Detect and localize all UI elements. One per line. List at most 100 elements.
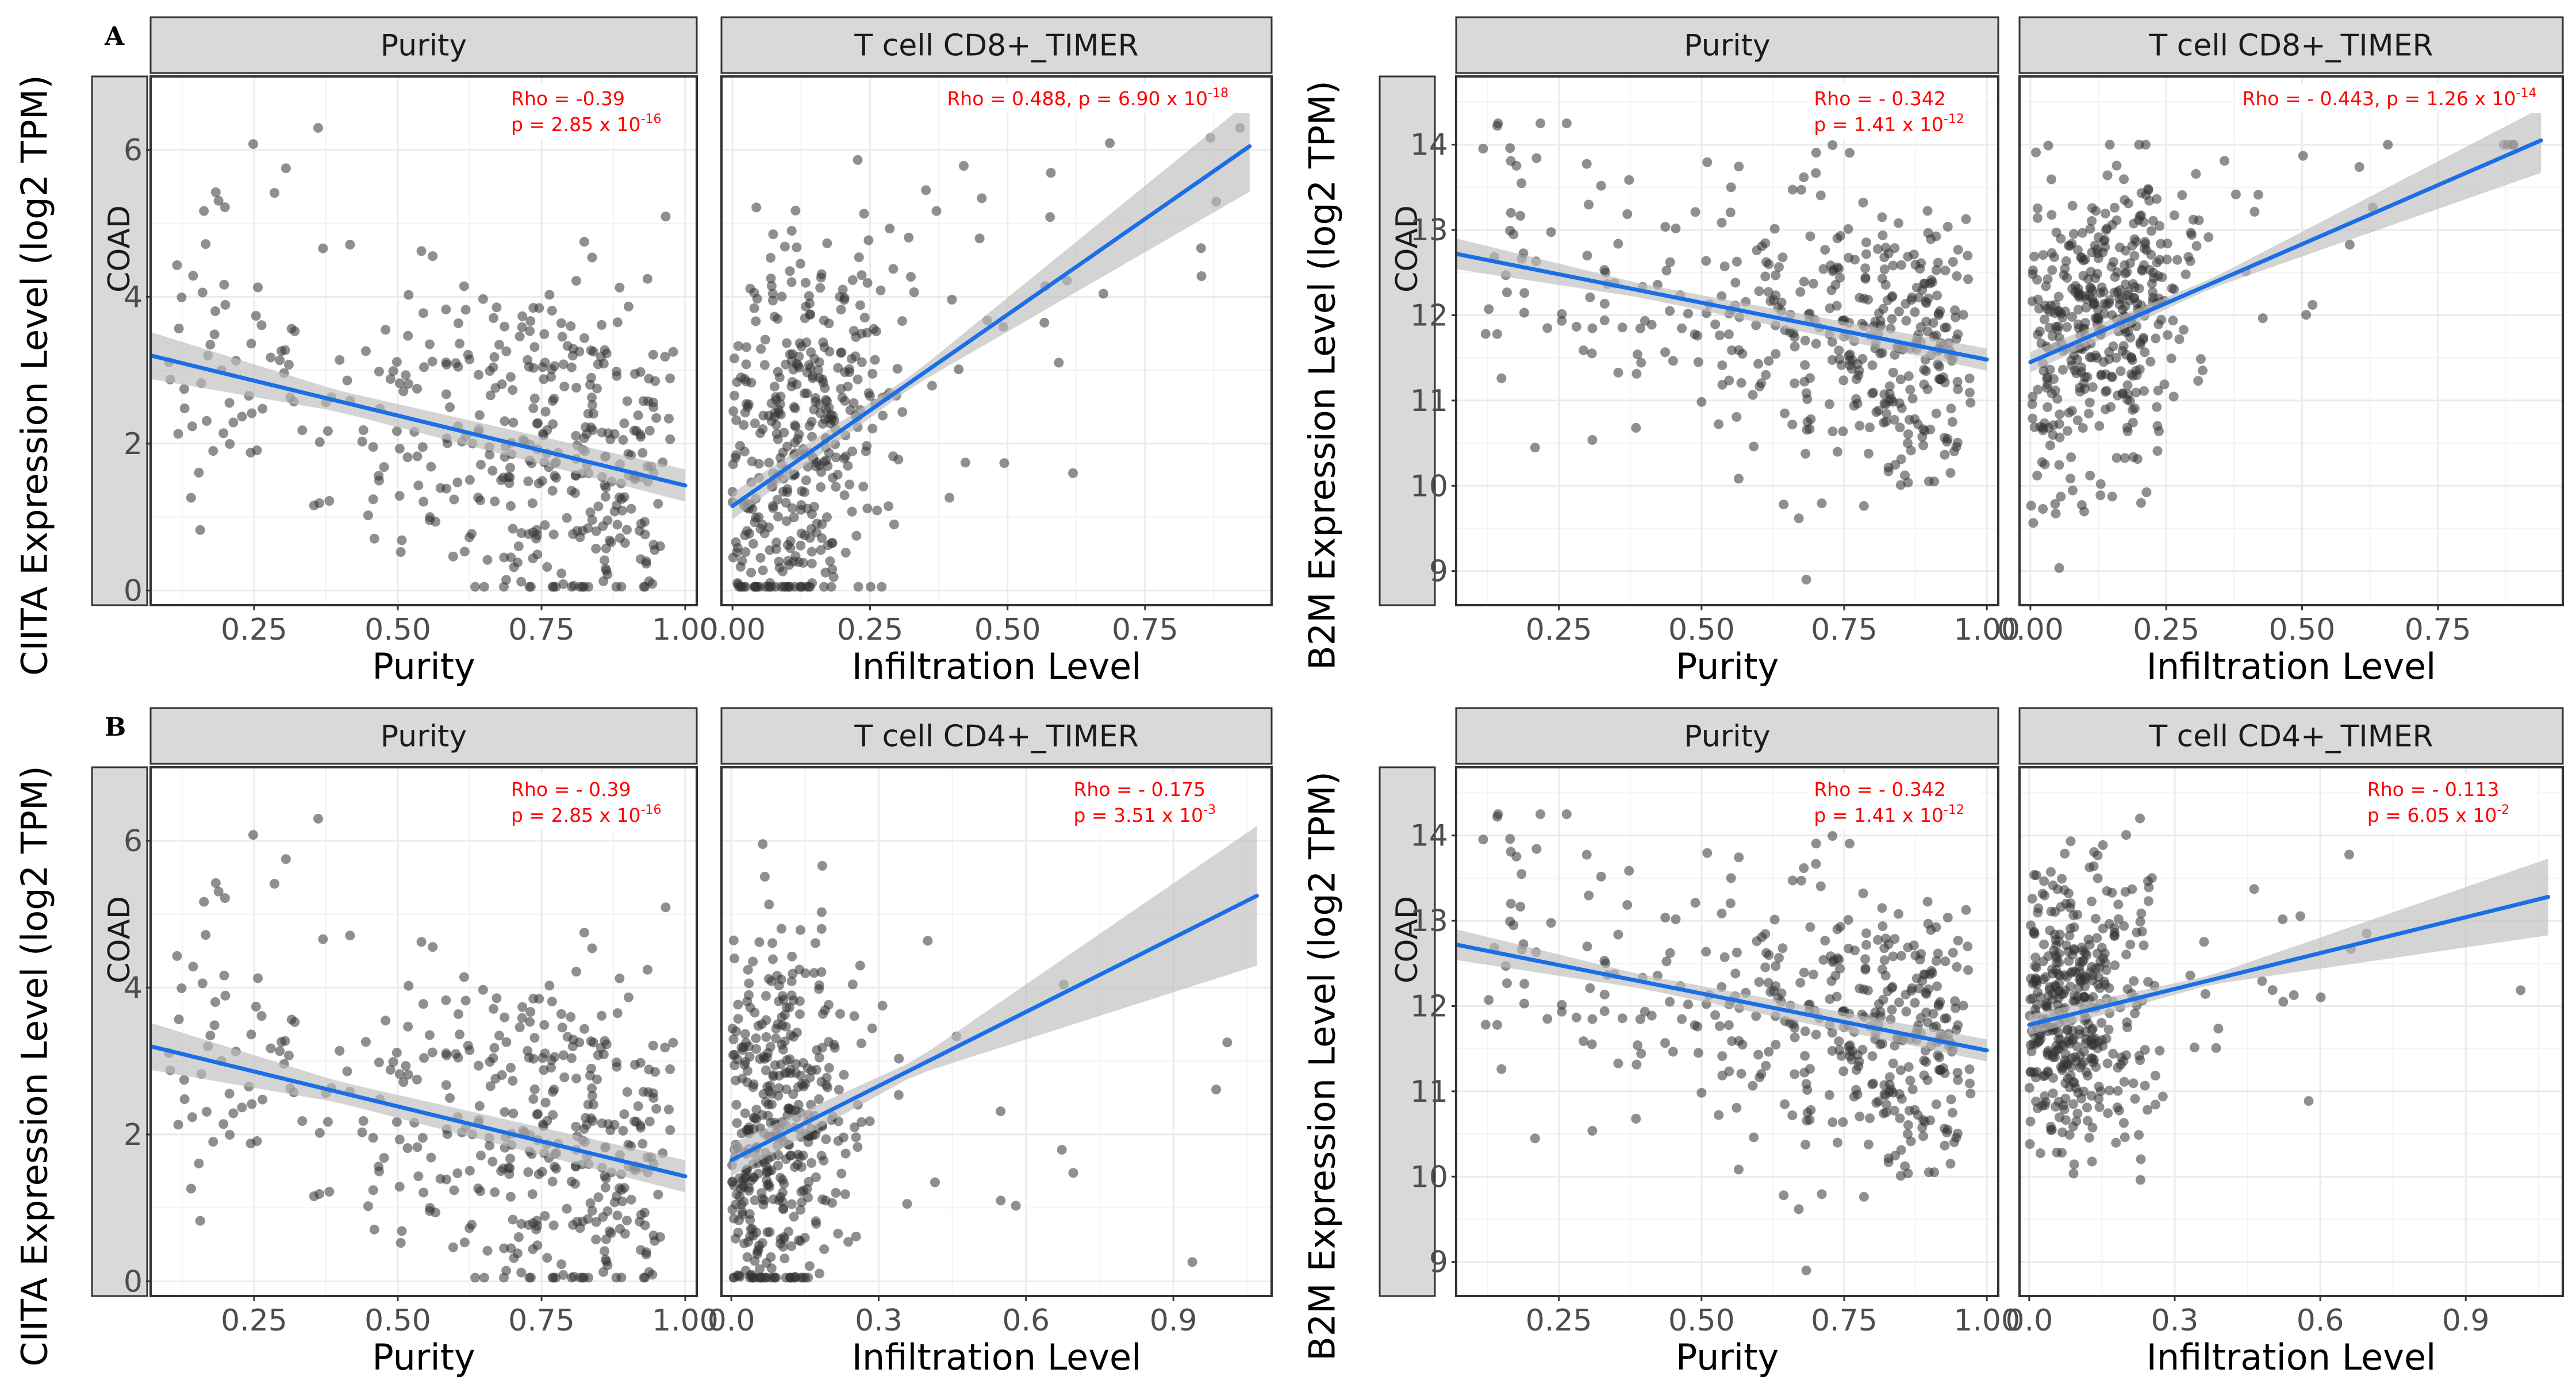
data-point [1764,356,1774,366]
data-point [741,359,751,370]
data-point [859,313,870,323]
data-point [1727,345,1737,355]
data-point [1894,997,1904,1008]
data-point [862,328,872,338]
data-point [816,924,827,934]
data-point [369,1224,379,1235]
data-point [2278,914,2288,924]
data-point [275,1046,285,1056]
data-point [1858,888,1868,898]
data-point [740,547,751,557]
data-point [853,582,863,592]
data-point [179,1075,189,1085]
data-point [2069,1159,2079,1170]
data-point [1748,390,1758,400]
data-point [2301,310,2312,320]
data-point [245,1139,256,1149]
data-point [771,544,781,554]
data-point [811,1172,821,1182]
data-point [786,226,797,236]
data-point [342,375,352,386]
data-point [1771,349,1781,359]
data-point [1865,1113,1875,1124]
data-point [817,533,827,543]
data-point [633,410,643,421]
data-point [1907,393,1918,403]
data-point [559,1072,570,1082]
data-point [2131,387,2141,398]
data-point [1859,501,1869,511]
data-point [449,494,459,505]
data-point [1928,1009,1938,1019]
data-point [1734,161,1744,172]
data-point [2041,281,2051,291]
data-point [566,1053,577,1063]
data-point [2031,974,2041,985]
y-axis-title: B2M Expression Level (log2 TPM) [1302,771,1343,1361]
regression-line [2027,895,2551,1027]
panel-letter: B [105,713,126,742]
x-tick-label: 0.75 [2405,613,2471,647]
data-point [1940,449,1950,460]
data-point [974,233,985,244]
data-point [1910,998,1920,1008]
data-point [1886,394,1897,404]
data-point [2168,391,2179,402]
data-point [1878,921,1888,932]
data-point [766,274,776,284]
data-point [844,367,854,378]
data-point [179,384,189,394]
data-point [2080,1027,2091,1037]
data-point [318,934,328,944]
data-point [186,493,196,503]
data-point [1901,989,1911,999]
data-point [629,368,640,379]
data-point [2114,285,2125,295]
data-point [220,990,231,1001]
data-point [849,1122,859,1132]
regression-line [151,353,688,488]
data-point [758,410,769,421]
data-point [2051,940,2061,951]
data-point [2249,884,2259,894]
x-tick-label: 0.9 [2442,1303,2490,1338]
data-point [562,1032,573,1042]
data-point [1950,305,1960,316]
data-point [547,997,557,1007]
data-point [623,301,634,312]
data-point [1951,1003,1961,1013]
data-point [490,1187,500,1197]
data-point [2150,1099,2160,1110]
data-point [781,338,792,348]
data-point [2057,364,2068,375]
data-point [1948,257,1958,267]
data-point [290,326,300,336]
data-point [1905,1075,1915,1086]
facet-strip-label: T cell CD8+_TIMER [854,29,1138,63]
data-point [769,382,780,392]
data-point [810,938,820,948]
x-tick-label: 0.00 [699,613,766,647]
data-point [1952,962,1962,972]
data-point [779,1179,789,1189]
data-point [1582,941,1592,952]
data-point [2025,1116,2036,1126]
data-point [448,551,458,562]
data-point [391,1117,402,1127]
data-point [1817,1189,1827,1199]
data-point [591,526,601,536]
data-point [836,305,846,315]
data-point [567,1041,578,1052]
data-point [2043,1045,2053,1056]
data-point [612,1062,622,1072]
facet-strip [2018,16,2564,74]
data-point [831,482,841,492]
data-point [1926,925,1936,935]
data-point [1752,936,1762,947]
data-point [1945,468,1956,478]
data-point [776,391,786,402]
data-point [508,1214,518,1225]
data-point [766,1263,777,1274]
data-point [374,1058,384,1068]
regression-line [729,894,1259,1163]
